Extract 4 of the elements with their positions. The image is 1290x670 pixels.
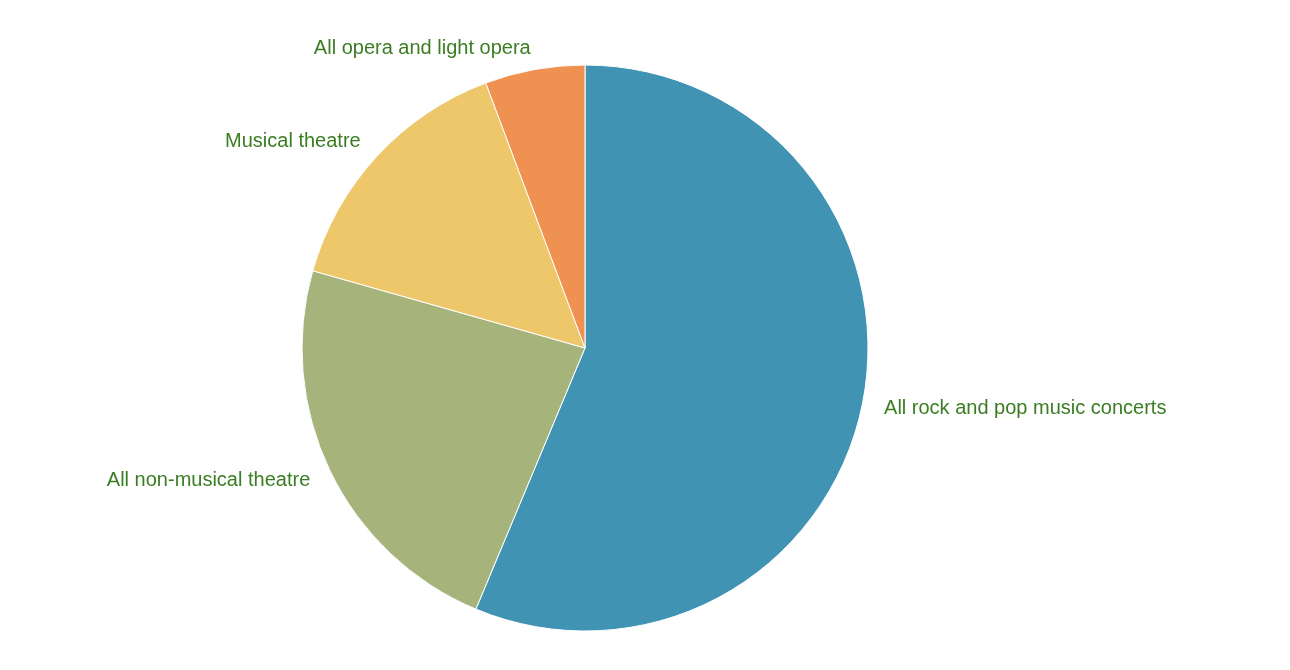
slice-label: All opera and light opera: [313, 35, 532, 58]
slice-label: All non-musical theatre: [106, 468, 311, 491]
slice-label: All rock and pop music concerts: [884, 395, 1167, 418]
slice-label: Musical theatre: [225, 129, 361, 152]
